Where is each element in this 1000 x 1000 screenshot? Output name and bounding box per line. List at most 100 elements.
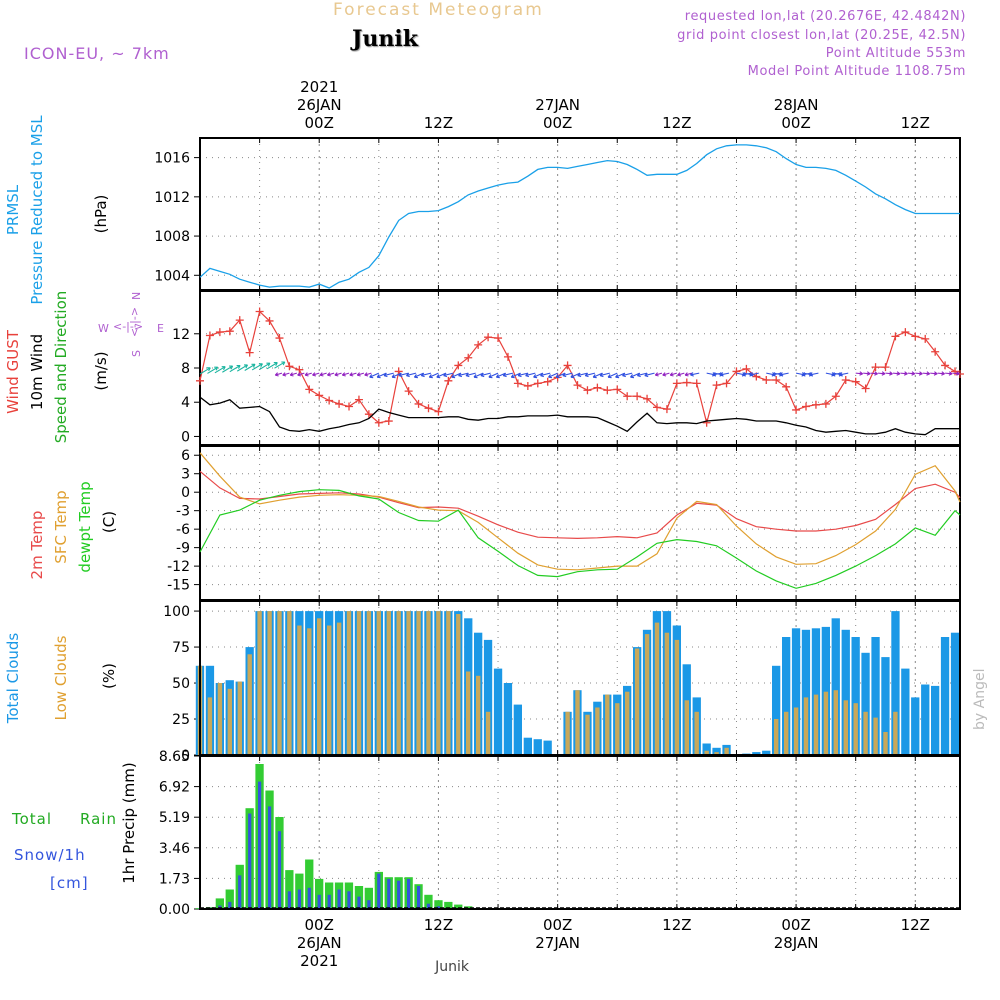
- wind-arrow-head: [941, 371, 945, 376]
- gust-marker: [931, 347, 940, 356]
- total-cloud-bar: [831, 618, 840, 755]
- low-cloud-bar: [277, 611, 282, 755]
- low-cloud-bar: [634, 648, 640, 755]
- wind-direction-arrow: [406, 372, 417, 377]
- low-cloud-bar: [386, 611, 391, 755]
- wind-direction-arrow: [342, 372, 350, 376]
- wind-direction-arrow: [831, 372, 841, 376]
- wind-direction-arrow: [465, 372, 476, 377]
- pressure-line: [199, 144, 960, 289]
- wind-direction-arrow: [870, 372, 878, 375]
- y-tick-label: -9: [176, 541, 190, 557]
- y-tick-label: -6: [176, 522, 190, 538]
- wind-direction-arrow: [525, 372, 536, 377]
- wind-direction-arrow: [391, 372, 402, 378]
- y-tick-label: 100: [163, 604, 190, 620]
- wind-direction-arrow: [259, 362, 271, 370]
- gust-marker: [464, 353, 473, 362]
- rain-bar: [464, 906, 473, 909]
- gust-marker: [603, 386, 612, 395]
- wind-arrow-head: [465, 372, 470, 378]
- total-cloud-bar: [493, 668, 503, 755]
- gust-marker: [881, 363, 890, 372]
- low-cloud-bar: [456, 614, 461, 755]
- snow-bar: [287, 891, 291, 909]
- snow-label: Snow/1h: [14, 846, 86, 864]
- low-cloud-bar: [674, 639, 680, 755]
- wind-arrow-head: [356, 372, 361, 377]
- snow-bar: [228, 901, 232, 909]
- total-cloud-bar: [762, 750, 771, 755]
- snow-bar: [357, 896, 361, 909]
- gust-marker: [841, 375, 850, 384]
- wind-arrow-head: [376, 374, 381, 379]
- wind-arrow-head: [420, 372, 425, 378]
- low-cloud-bar: [823, 691, 829, 755]
- low-cloud-bar: [307, 628, 312, 755]
- wind-direction-arrow: [669, 372, 678, 376]
- wind-arrow-head: [473, 374, 478, 379]
- gust-marker: [543, 377, 552, 386]
- snow-bar: [268, 806, 272, 909]
- low-cloud-bar: [873, 717, 878, 755]
- low-cloud-bar: [426, 611, 431, 755]
- total-cloud-bar: [821, 626, 830, 755]
- bottom-time-label: 12Z: [424, 916, 453, 934]
- wind-arrow-head: [413, 374, 418, 379]
- wind-direction-arrow: [533, 372, 543, 378]
- wind-direction-arrow: [443, 372, 454, 377]
- wind-arrow-head: [749, 372, 754, 377]
- low-cloud-bar: [366, 611, 372, 755]
- bottom-time-label: 28JAN: [774, 934, 819, 952]
- total-cloud-bar: [533, 739, 542, 755]
- gust-marker: [782, 382, 791, 391]
- rain-bar: [315, 878, 324, 909]
- y-tick-label: -15: [167, 578, 190, 594]
- wind-arrow-head: [779, 372, 784, 377]
- y-tick-label: 0: [181, 485, 190, 501]
- compass-w: W: [98, 322, 109, 335]
- wind-arrow-head: [480, 372, 485, 378]
- wind-direction-arrow: [297, 372, 305, 376]
- low-cloud-bar: [396, 611, 401, 755]
- rain-bar: [434, 900, 443, 909]
- wind-arrow-head: [801, 372, 806, 377]
- top-time-label: 27JAN: [535, 96, 580, 114]
- wind-direction-arrow: [877, 372, 886, 375]
- wind-arrow-head: [319, 372, 324, 377]
- total-cloud-bar: [861, 652, 870, 755]
- wind-direction-arrow: [518, 372, 528, 377]
- wind-arrow-head: [451, 374, 456, 379]
- panel-frame: [199, 755, 961, 910]
- wind-arrow-head: [488, 374, 493, 379]
- wind-arrow-head: [918, 371, 923, 376]
- wind-direction-arrow: [937, 372, 945, 375]
- total-cloud-bar: [752, 752, 761, 755]
- wind-arrow-head: [839, 372, 843, 377]
- low-cloud-bar: [893, 711, 898, 755]
- snow-bar: [317, 894, 321, 909]
- gust-marker: [742, 364, 751, 373]
- low-cloud-bar: [406, 611, 411, 755]
- gust-marker: [593, 383, 602, 392]
- gust-marker: [712, 381, 721, 390]
- wind-direction-arrow: [458, 372, 469, 377]
- gust-marker: [831, 392, 840, 401]
- total-cloud-bar: [772, 665, 781, 755]
- low-cloud-bar: [714, 752, 719, 755]
- top-time-label: 12Z: [662, 114, 691, 132]
- wind-direction-arrow: [274, 361, 286, 369]
- gust-marker: [682, 378, 691, 387]
- gust-marker: [623, 392, 632, 401]
- wind-arrow-head: [622, 372, 626, 378]
- gust-marker: [275, 334, 284, 343]
- snow-bar: [387, 878, 391, 909]
- gust-marker: [921, 334, 930, 343]
- total-cloud-bar: [483, 639, 493, 755]
- clouds-unit: (%): [100, 663, 118, 689]
- total-cloud-bar: [950, 632, 960, 755]
- wind-arrow-head: [948, 371, 953, 376]
- gust-marker: [533, 379, 542, 388]
- wind-speed-dir-label: Speed and Direction: [52, 291, 70, 444]
